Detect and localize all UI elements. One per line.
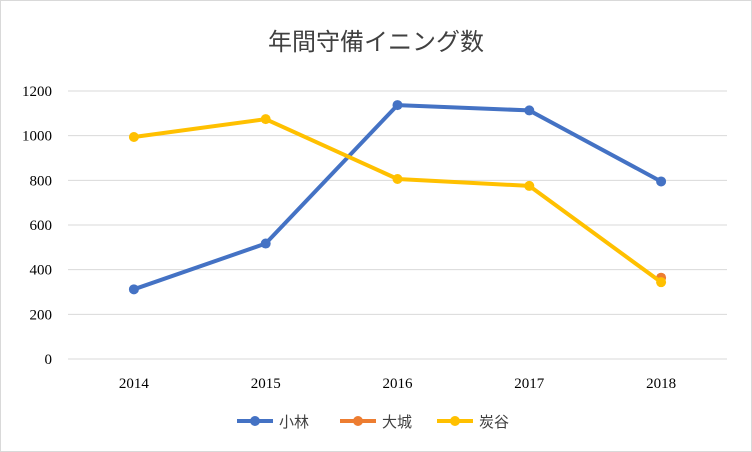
data-point bbox=[656, 277, 667, 288]
x-tick-label: 2015 bbox=[251, 376, 281, 392]
y-tick-label: 0 bbox=[45, 352, 53, 368]
y-tick-label: 400 bbox=[30, 263, 53, 279]
y-tick-label: 1200 bbox=[22, 84, 52, 100]
series-lines bbox=[128, 100, 667, 295]
y-tick-label: 200 bbox=[30, 307, 53, 323]
data-point bbox=[656, 176, 667, 187]
x-tick-label: 2016 bbox=[383, 376, 414, 392]
data-point bbox=[128, 284, 139, 295]
data-point bbox=[260, 238, 271, 249]
x-axis-ticks: 2014 2015 2016 2017 2018 bbox=[119, 376, 676, 392]
data-point bbox=[392, 173, 403, 184]
x-tick-label: 2014 bbox=[119, 376, 150, 392]
legend: 小林 大城 炭谷 bbox=[237, 413, 509, 431]
legend-label: 小林 bbox=[279, 413, 309, 431]
series-line bbox=[131, 117, 664, 285]
legend-swatch-marker bbox=[450, 416, 460, 426]
legend-label: 大城 bbox=[382, 413, 412, 431]
x-tick-label: 2018 bbox=[646, 376, 676, 392]
y-axis-ticks: 0 200 400 600 800 1000 1200 bbox=[22, 84, 52, 368]
data-point bbox=[524, 180, 535, 191]
legend-swatch-marker bbox=[353, 416, 363, 426]
series-line bbox=[131, 103, 664, 292]
y-tick-label: 1000 bbox=[22, 129, 52, 145]
y-tick-label: 600 bbox=[30, 218, 53, 234]
data-point bbox=[128, 132, 139, 143]
data-point bbox=[524, 105, 535, 116]
legend-swatch-marker bbox=[250, 416, 260, 426]
data-point bbox=[260, 114, 271, 125]
legend-label: 炭谷 bbox=[479, 413, 509, 431]
chart-title: 年間守備イニング数 bbox=[268, 28, 484, 56]
data-point bbox=[392, 100, 403, 111]
x-tick-label: 2017 bbox=[514, 376, 545, 392]
y-tick-label: 800 bbox=[30, 173, 53, 189]
